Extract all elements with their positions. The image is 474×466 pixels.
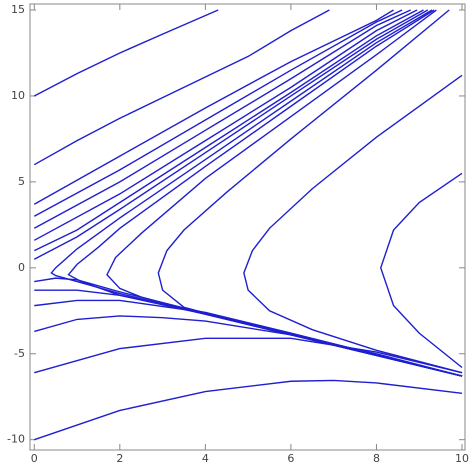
curve xyxy=(33,9,429,260)
curve xyxy=(50,9,463,377)
curve xyxy=(33,9,330,166)
curve xyxy=(106,9,463,377)
curve xyxy=(34,337,463,374)
x-tick-label: 8 xyxy=(373,452,380,465)
curve xyxy=(67,9,463,377)
curve xyxy=(33,9,219,97)
y-tick-label: -10 xyxy=(7,433,25,446)
curve xyxy=(34,379,463,441)
curve xyxy=(380,172,463,369)
y-tick-label: 5 xyxy=(18,175,25,188)
x-tick-label: 6 xyxy=(287,452,294,465)
curve xyxy=(33,9,394,205)
curve xyxy=(34,289,463,377)
y-tick-label: 10 xyxy=(11,89,25,102)
x-tick-label: 10 xyxy=(455,452,469,465)
curve xyxy=(243,74,463,374)
curve xyxy=(34,299,463,377)
curve xyxy=(33,9,424,252)
curve xyxy=(34,277,463,377)
plot-frame xyxy=(29,3,466,451)
y-tick-label: -5 xyxy=(14,347,25,360)
x-tick-label: 4 xyxy=(202,452,209,465)
curve xyxy=(33,9,411,229)
curve xyxy=(34,315,463,377)
curve xyxy=(157,9,463,377)
y-tick-label: 0 xyxy=(18,261,25,274)
x-tick-label: 0 xyxy=(31,452,38,465)
curve xyxy=(33,9,418,241)
y-tick-label: 15 xyxy=(11,3,25,16)
curve xyxy=(33,9,403,217)
x-tick-label: 2 xyxy=(116,452,123,465)
